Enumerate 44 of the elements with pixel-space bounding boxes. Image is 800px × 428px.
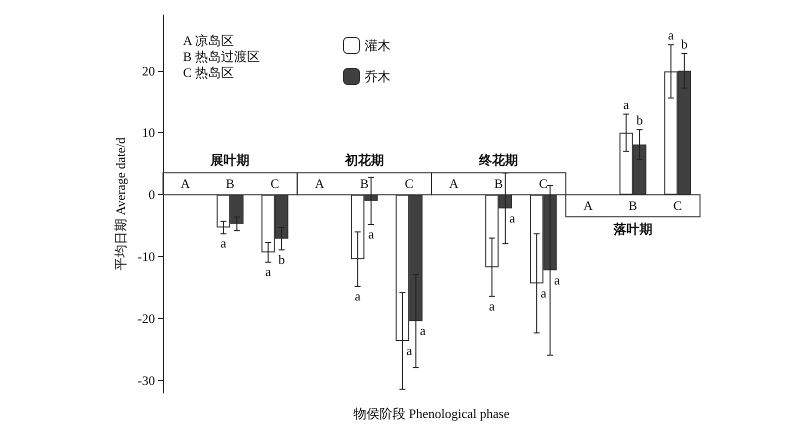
y-tick-label: 20 — [142, 63, 155, 78]
annotation: 初花期 — [344, 152, 384, 168]
data-label: b — [636, 112, 643, 128]
x-tick-label: C — [404, 176, 414, 192]
annotation: 落叶期 — [612, 222, 652, 237]
data-label: b — [278, 252, 285, 267]
x-tick-label: B — [628, 198, 638, 214]
legend-label: 灌木 — [364, 38, 390, 53]
x-tick-label: B — [494, 176, 504, 192]
y-axis-title: 平均日期 Average date/d — [112, 136, 128, 271]
data-label: a — [406, 342, 412, 358]
x-tick-label: C — [673, 198, 682, 214]
data-label: a — [668, 28, 674, 43]
x-tick-label: A — [314, 176, 325, 192]
data-label: a — [554, 272, 560, 288]
x-tick-label: B — [226, 176, 235, 192]
annotation: A 凉岛区 — [183, 33, 234, 48]
x-tick-label: A — [180, 176, 191, 192]
x-tick-label: A — [449, 176, 460, 192]
annotation: B 热岛过渡区 — [183, 49, 260, 64]
x-tick-label: B — [360, 176, 370, 192]
y-tick-label: 0 — [148, 187, 155, 202]
data-label: a — [623, 97, 630, 112]
y-tick-label: -30 — [138, 373, 155, 388]
annotation: 展叶期 — [210, 152, 250, 168]
data-label: b — [681, 36, 688, 52]
x-tick-label: C — [539, 176, 548, 192]
y-tick-label: -20 — [138, 311, 155, 326]
data-label: a — [489, 298, 496, 314]
data-label: a — [420, 323, 426, 338]
annotation: C 热岛区 — [183, 65, 234, 80]
data-label: a — [540, 285, 547, 300]
legend-label: 乔木 — [364, 69, 390, 84]
data-label: a — [265, 264, 272, 280]
data-label: a — [354, 288, 361, 304]
data-label: a — [368, 226, 374, 242]
annotation: 终花期 — [478, 152, 518, 168]
y-tick-label: -10 — [138, 249, 155, 264]
x-axis-title: 物侯阶段 Phenological phase — [354, 406, 510, 421]
x-tick-label: C — [270, 176, 280, 192]
data-label: a — [220, 236, 227, 251]
y-tick-label: 10 — [142, 125, 155, 140]
data-label: a — [509, 210, 516, 226]
x-tick-label: A — [583, 198, 594, 214]
